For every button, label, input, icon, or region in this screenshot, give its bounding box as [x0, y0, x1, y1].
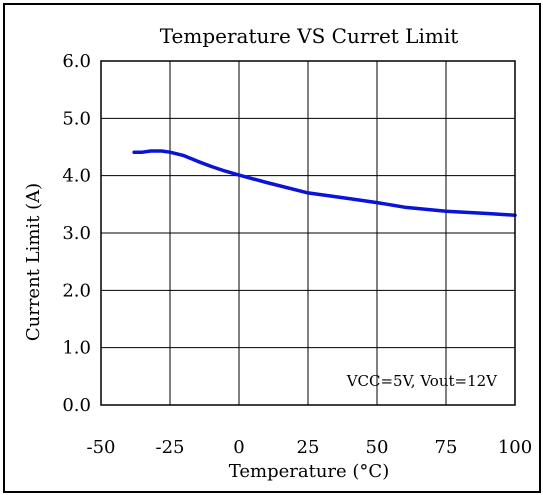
chart-frame: Temperature VS Curret Limit Temperature … [3, 3, 541, 493]
y-tick-label: 0.0 [62, 395, 91, 416]
y-axis-label: Current Limit (A) [23, 183, 44, 341]
x-tick-label: 100 [498, 437, 532, 458]
y-tick-label: 2.0 [62, 280, 91, 301]
y-tick-label: 3.0 [62, 223, 91, 244]
x-tick-labels: -50 -25 0 25 50 75 100 [87, 437, 533, 458]
chart: Temperature VS Curret Limit Temperature … [23, 24, 533, 482]
x-tick-label: 50 [366, 437, 389, 458]
plot-area [100, 60, 516, 406]
x-axis-label: Temperature (°C) [229, 461, 389, 482]
series-group [132, 149, 517, 217]
series-line [132, 149, 517, 217]
conditions-annotation: VCC=5V, Vout=12V [346, 372, 498, 390]
chart-title: Temperature VS Curret Limit [160, 24, 459, 48]
x-tick-label: 75 [435, 437, 458, 458]
x-tick-label: -25 [156, 437, 185, 458]
y-tick-label: 6.0 [62, 51, 91, 72]
y-tick-label: 4.0 [62, 166, 91, 187]
y-tick-labels: 0.0 1.0 2.0 3.0 4.0 5.0 6.0 [62, 51, 91, 416]
y-tick-label: 1.0 [62, 338, 91, 359]
x-tick-label: 25 [297, 437, 320, 458]
x-tick-label: -50 [87, 437, 116, 458]
y-tick-label: 5.0 [62, 108, 91, 129]
x-tick-label: 0 [233, 437, 244, 458]
grid [101, 61, 515, 405]
